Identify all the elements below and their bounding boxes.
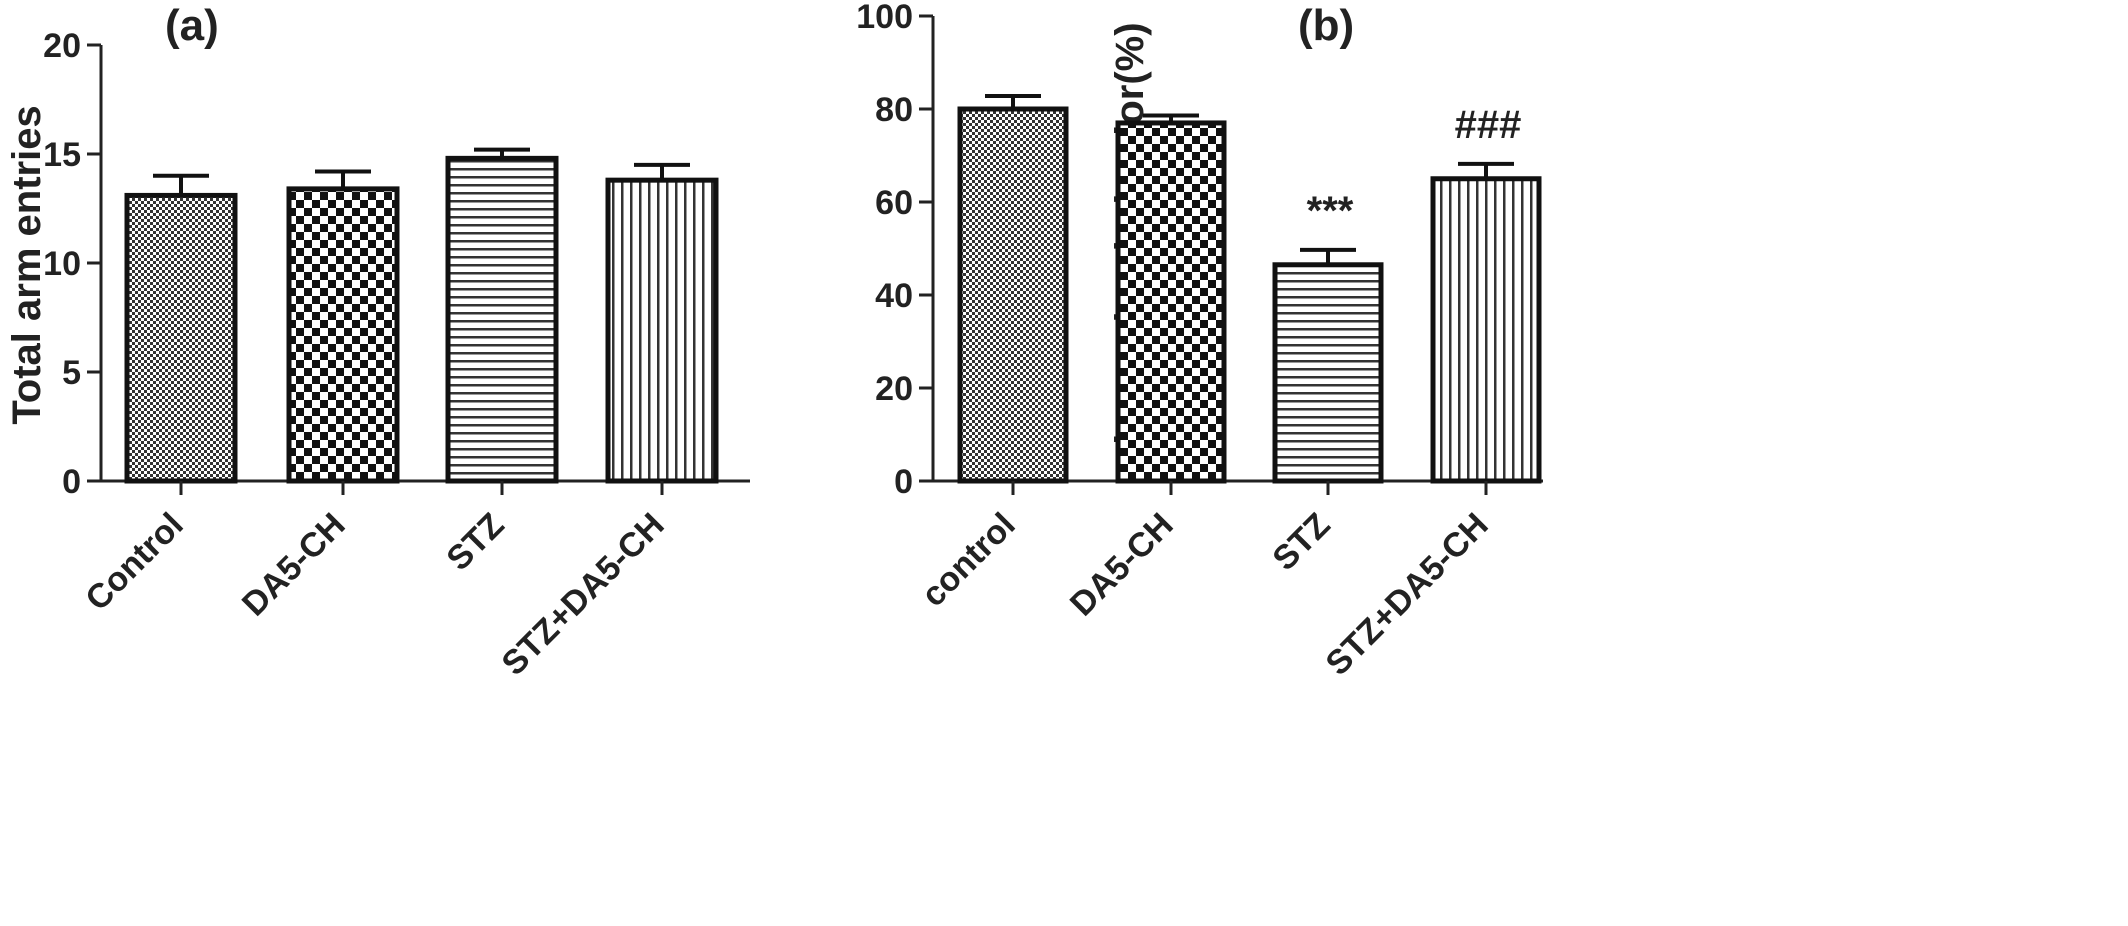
- bar: [1272, 262, 1384, 484]
- bar: [957, 106, 1069, 484]
- chart-panel-a: (a) Total arm entries 0 5 10 15 20 Control DA5…: [5, 1, 750, 683]
- x-tick-label: STZ: [1265, 506, 1337, 578]
- chart-panel-b: (b) Alternation behavior(%) 020406080100…: [856, 0, 1543, 683]
- significance-annotation: ***: [1307, 189, 1354, 233]
- x-tick-label: STZ+DA5-CH: [1319, 506, 1496, 683]
- y-tick-label: 0: [62, 463, 81, 501]
- y-tick-label: 5: [62, 354, 81, 392]
- panel-label: (a): [165, 1, 219, 50]
- y-tick-label: 80: [875, 91, 913, 129]
- bar: [1115, 120, 1227, 484]
- bar: [605, 177, 719, 484]
- x-tick-label: DA5-CH: [235, 506, 353, 624]
- bar: [124, 192, 238, 484]
- y-tick-label: 40: [875, 277, 913, 315]
- plot-area: 0 20 40 60 80 100 control DA5-CH STZ *** STZ+DA5-C…: [856, 0, 1543, 683]
- bar: [445, 155, 559, 484]
- y-axis-title: Total arm entries: [5, 105, 49, 424]
- y-tick-label: 60: [875, 184, 913, 222]
- panel-label: (b): [1298, 1, 1354, 50]
- y-tick-label: 0: [894, 463, 913, 501]
- x-tick-label: control: [914, 506, 1022, 614]
- significance-annotation: ###: [1455, 103, 1522, 147]
- y-tick-label: 15: [43, 136, 81, 174]
- x-tick-label: DA5-CH: [1063, 506, 1181, 624]
- y-tick-label: 20: [43, 27, 81, 65]
- y-tick-label: 10: [43, 245, 81, 283]
- x-tick-label: STZ+DA5-CH: [495, 506, 672, 683]
- bar: [1430, 176, 1542, 484]
- y-tick-label: 20: [875, 370, 913, 408]
- x-tick-label: Control: [78, 506, 190, 618]
- y-tick-label: 100: [856, 0, 913, 36]
- bar: [286, 186, 400, 484]
- x-tick-label: STZ: [439, 506, 511, 578]
